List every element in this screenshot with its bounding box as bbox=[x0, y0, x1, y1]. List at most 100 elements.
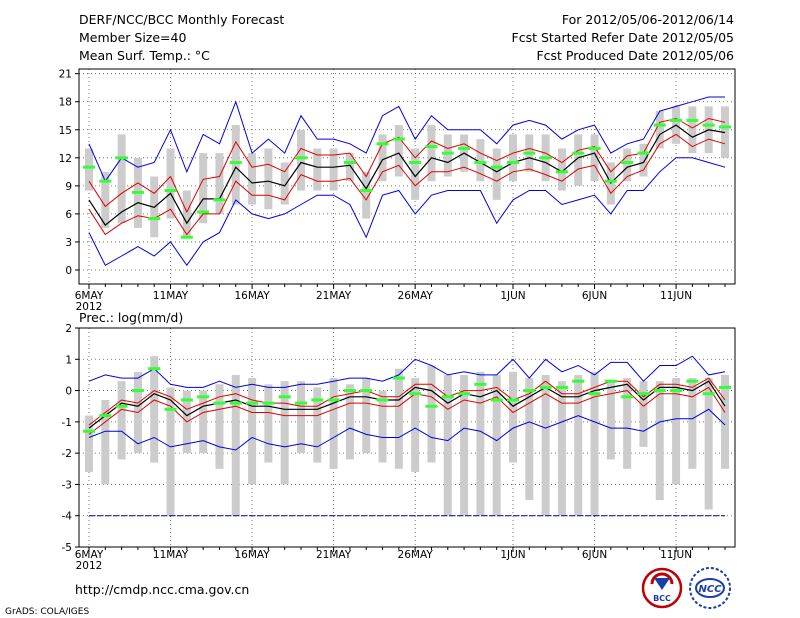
temperature-x-axis: 6MAY 11MAY 16MAY 21MAY 26MAY 1JUN 6JUN 11JUN 201… bbox=[75, 284, 726, 313]
ensemble-range-box bbox=[248, 378, 257, 485]
ensemble-range-box bbox=[280, 381, 289, 485]
observed-marker bbox=[458, 392, 471, 396]
observed-marker bbox=[213, 401, 226, 405]
x-tick-label: 21MAY bbox=[316, 549, 352, 561]
ensemble-range-box bbox=[215, 153, 224, 214]
observed-marker bbox=[425, 404, 438, 408]
ensemble-range-box bbox=[411, 378, 420, 472]
observed-marker bbox=[719, 385, 731, 389]
ensemble-range-box bbox=[85, 148, 93, 191]
y-tick-label: 2 bbox=[65, 323, 72, 335]
ensemble-range-box bbox=[280, 162, 289, 205]
precipitation-lines bbox=[88, 355, 726, 517]
observed-marker bbox=[572, 151, 585, 155]
ensemble-range-box bbox=[345, 153, 354, 182]
observed-marker bbox=[131, 389, 144, 393]
observed-marker bbox=[425, 145, 438, 149]
ensemble-mean-line bbox=[88, 380, 726, 429]
ensemble-range-box bbox=[639, 143, 648, 177]
observed-marker bbox=[441, 151, 454, 155]
footer-url: http://cmdp.ncc.cma.gov.cn bbox=[75, 582, 249, 597]
ensemble-range-box bbox=[557, 148, 566, 191]
y-tick-label: 1 bbox=[65, 354, 72, 366]
ensemble-range-box bbox=[329, 148, 338, 191]
ensemble-range-box bbox=[509, 371, 517, 463]
spread-upper-line bbox=[88, 117, 726, 214]
ensemble-range-box bbox=[492, 148, 501, 200]
observed-marker bbox=[539, 385, 552, 389]
observed-marker bbox=[474, 160, 487, 164]
observed-marker bbox=[343, 160, 356, 164]
grads-credit: GrADS: COLA/IGES bbox=[5, 607, 89, 617]
x-year-label: 2012 bbox=[76, 301, 103, 313]
ensemble-range-box bbox=[541, 374, 550, 516]
ensemble-range-box bbox=[231, 374, 240, 516]
observed-marker bbox=[83, 165, 95, 169]
ensemble-range-box bbox=[329, 378, 338, 469]
observed-marker bbox=[555, 385, 568, 389]
observed-marker bbox=[670, 118, 683, 122]
ensemble-range-box bbox=[606, 381, 615, 460]
y-tick-label: 15 bbox=[59, 125, 72, 137]
temperature-boxes bbox=[85, 106, 729, 238]
observed-marker bbox=[131, 190, 144, 194]
x-tick-label: 6MAY bbox=[75, 290, 104, 302]
spread-lower-line bbox=[88, 386, 726, 435]
observed-marker bbox=[115, 156, 128, 160]
ensemble-range-box bbox=[378, 134, 387, 182]
observed-marker bbox=[604, 379, 617, 383]
observed-marker bbox=[311, 398, 324, 402]
observed-marker bbox=[360, 189, 373, 193]
observed-marker bbox=[507, 160, 519, 164]
observed-marker bbox=[604, 179, 617, 183]
observed-marker bbox=[83, 429, 95, 433]
ensemble-range-box bbox=[297, 381, 305, 454]
ensemble-range-box bbox=[476, 139, 485, 182]
temperature-lines bbox=[88, 96, 726, 267]
ensemble-range-box bbox=[557, 381, 566, 516]
observed-marker bbox=[180, 398, 193, 402]
ensemble-range-box bbox=[655, 111, 664, 149]
x-tick-label: 11MAY bbox=[153, 290, 189, 302]
observed-marker bbox=[490, 398, 503, 402]
member-size-label: Member Size=40 bbox=[79, 30, 186, 45]
y-tick-label: 21 bbox=[59, 69, 72, 81]
observed-marker bbox=[572, 379, 585, 383]
observed-marker bbox=[229, 160, 242, 164]
observed-marker bbox=[115, 404, 128, 408]
observed-marker bbox=[148, 217, 161, 221]
ensemble-range-box bbox=[215, 384, 224, 469]
x-year-label: 2012 bbox=[76, 560, 103, 572]
ensemble-range-box bbox=[721, 374, 729, 469]
ncc-logo: NCC bbox=[689, 567, 731, 609]
x-tick-label: 21MAY bbox=[316, 290, 352, 302]
observed-marker bbox=[164, 407, 177, 411]
observed-marker bbox=[246, 401, 259, 405]
x-tick-label: 11JUN bbox=[660, 549, 692, 561]
fcst-produced-label: Fcst Produced Date 2012/05/06 bbox=[536, 48, 734, 63]
x-tick-label: 11MAY bbox=[153, 549, 189, 561]
ensemble-range-box bbox=[101, 399, 110, 485]
x-tick-label: 16MAY bbox=[234, 549, 270, 561]
ensemble-range-box bbox=[623, 378, 632, 469]
figure-title: DERF/NCC/BCC Monthly Forecast bbox=[79, 12, 284, 27]
temperature-panel: 0 3 6 9 12 15 18 21 6MAY 11MAY 16MAY 21MAY 26MAY 1JU… bbox=[59, 68, 736, 313]
ensemble-range-box bbox=[443, 374, 452, 516]
observed-marker bbox=[474, 382, 487, 386]
ensemble-range-box bbox=[199, 390, 208, 454]
y-tick-label: -1 bbox=[62, 417, 72, 429]
observed-marker bbox=[376, 142, 389, 146]
bcc-logo: BCC bbox=[641, 567, 683, 609]
observed-marker bbox=[621, 160, 634, 164]
ensemble-range-box bbox=[117, 381, 126, 460]
ensemble-range-box bbox=[590, 134, 599, 182]
observed-marker bbox=[670, 389, 683, 393]
ensemble-range-box bbox=[574, 134, 583, 186]
y-tick-label: -4 bbox=[62, 511, 73, 523]
ensemble-range-box bbox=[509, 134, 517, 182]
ensemble-range-box bbox=[427, 125, 436, 182]
precipitation-grid bbox=[79, 328, 735, 547]
observed-marker bbox=[507, 398, 519, 402]
x-tick-label: 26MAY bbox=[398, 549, 434, 561]
temperature-y-axis: 0 3 6 9 12 15 18 21 bbox=[59, 69, 79, 277]
